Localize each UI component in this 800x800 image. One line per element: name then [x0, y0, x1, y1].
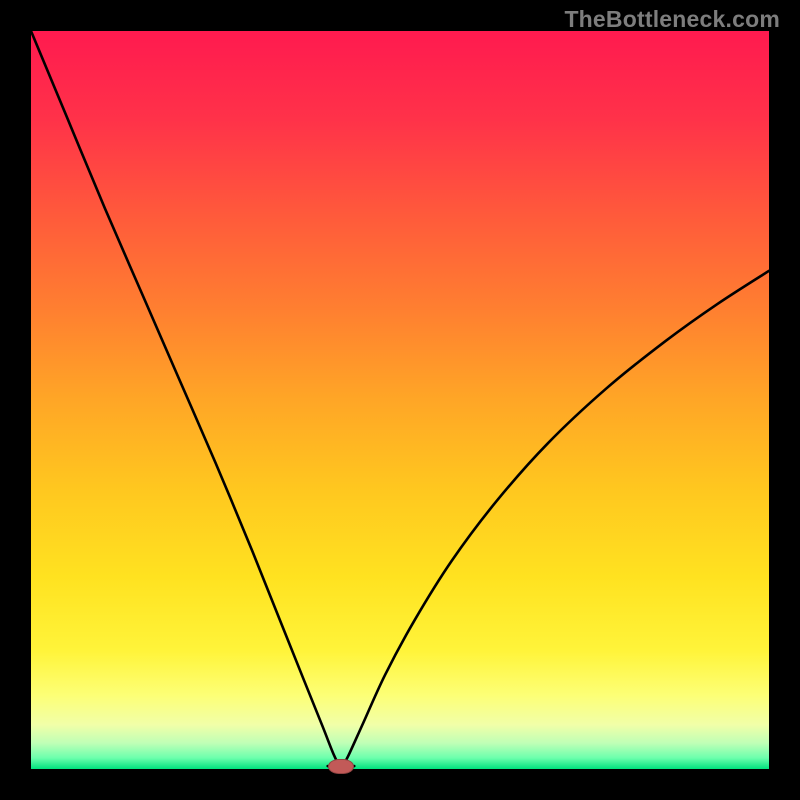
curve-left	[31, 31, 341, 769]
curve-right	[341, 271, 769, 769]
watermark-text: TheBottleneck.com	[564, 6, 780, 33]
bottleneck-chart	[0, 0, 800, 800]
optimum-marker	[328, 759, 354, 774]
